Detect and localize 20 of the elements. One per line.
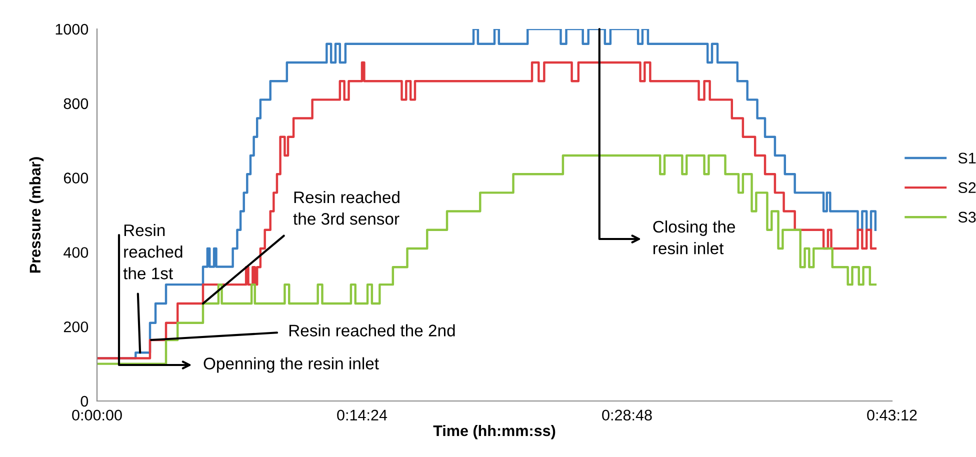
y-tick-label: 400: [64, 247, 88, 258]
y-tick-label: 1000: [56, 24, 88, 35]
annotation: Openning the resin inlet: [204, 357, 379, 373]
annotation: Resin reached the 1st: [123, 224, 182, 280]
legend-label: S2: [958, 182, 976, 194]
y-tick-label: 600: [64, 172, 88, 184]
x-axis-title: Time (hh:mm:ss): [433, 424, 556, 440]
x-tick-label: 0:14:24: [337, 410, 388, 421]
y-tick-label: 800: [64, 98, 88, 110]
annotation: Closing the resin inlet: [653, 220, 736, 254]
x-tick-label: 0:28:48: [602, 410, 652, 421]
annotation: Resin reached the 2nd: [289, 324, 455, 336]
annotation: Resin reached the 3rd sensor: [293, 190, 400, 225]
legend-label: S3: [958, 212, 976, 223]
y-tick-label: 200: [64, 321, 88, 332]
x-tick-label: 0:43:12: [867, 410, 917, 421]
y-axis-title: Pressure (mbar): [29, 157, 44, 273]
y-tick-label: 0: [80, 396, 88, 407]
legend-label: S1: [958, 152, 976, 164]
x-tick-label: 0:00:00: [72, 410, 122, 421]
